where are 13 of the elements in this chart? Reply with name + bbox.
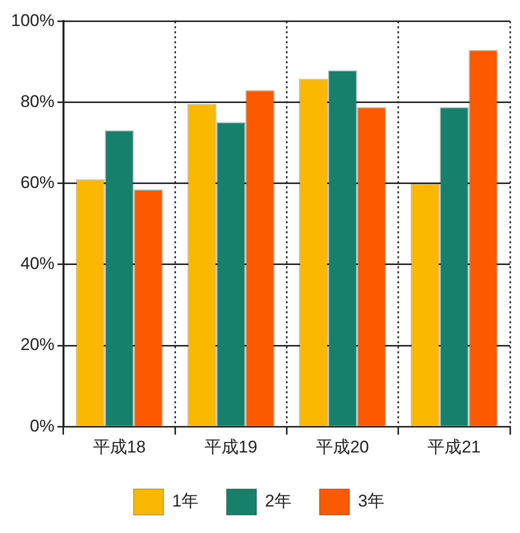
x-tick-label: 平成20 [316, 437, 370, 456]
x-tick-label: 平成19 [204, 437, 258, 456]
x-tick-label: 平成18 [92, 437, 146, 456]
y-tick-label: 0% [30, 416, 54, 436]
legend-label: 3年 [358, 492, 384, 511]
y-tick-label: 40% [20, 254, 54, 274]
legend-label: 2年 [265, 492, 292, 511]
y-tick-label: 80% [20, 92, 54, 111]
x-tick-label: 平成21 [428, 437, 481, 456]
y-tick-label: 60% [20, 173, 54, 192]
legend-label: 1年 [172, 492, 199, 511]
y-tick-label: 100% [10, 10, 54, 30]
y-tick-label: 20% [20, 335, 54, 354]
